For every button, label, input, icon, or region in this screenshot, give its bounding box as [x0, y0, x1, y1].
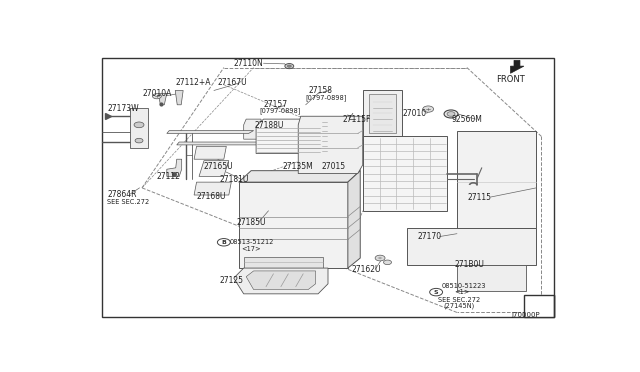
Text: 27135M: 27135M	[282, 162, 313, 171]
Text: 27115F: 27115F	[343, 115, 371, 124]
Text: 27181U: 27181U	[220, 175, 249, 184]
Polygon shape	[256, 119, 328, 154]
Text: <1>: <1>	[454, 289, 470, 295]
Polygon shape	[234, 268, 328, 294]
Text: 27157: 27157	[264, 100, 287, 109]
Circle shape	[285, 64, 294, 69]
Text: 27188U: 27188U	[255, 121, 284, 130]
Circle shape	[447, 112, 455, 116]
Polygon shape	[244, 119, 261, 139]
Text: FRONT: FRONT	[495, 74, 524, 83]
Text: SEE SEC.272: SEE SEC.272	[108, 199, 150, 205]
Polygon shape	[363, 136, 447, 211]
Text: B: B	[221, 240, 227, 245]
Text: (27145N): (27145N)	[443, 303, 474, 309]
Text: 27112: 27112	[157, 172, 180, 181]
Polygon shape	[194, 182, 231, 195]
Text: 27015: 27015	[321, 161, 346, 171]
Polygon shape	[408, 228, 536, 265]
Circle shape	[152, 94, 161, 99]
Text: 27158: 27158	[308, 86, 332, 95]
Polygon shape	[129, 108, 148, 148]
Text: 27165U: 27165U	[203, 162, 232, 171]
Polygon shape	[194, 146, 227, 159]
Circle shape	[444, 110, 458, 118]
Text: 27167U: 27167U	[218, 78, 248, 87]
Polygon shape	[511, 60, 524, 73]
Circle shape	[375, 255, 385, 261]
Circle shape	[218, 238, 230, 246]
Polygon shape	[348, 171, 360, 268]
Polygon shape	[246, 271, 316, 289]
Text: 27168U: 27168U	[196, 192, 226, 201]
Text: J70000P: J70000P	[511, 312, 540, 318]
Text: 27010A: 27010A	[143, 89, 172, 99]
Circle shape	[287, 65, 291, 67]
Text: 27112+A: 27112+A	[176, 78, 211, 87]
Text: 27170: 27170	[417, 232, 442, 241]
Polygon shape	[167, 159, 182, 176]
Text: 08510-51223: 08510-51223	[442, 283, 486, 289]
Text: SEE SEC.272: SEE SEC.272	[438, 296, 481, 302]
Text: <17>: <17>	[241, 246, 261, 251]
Text: 08513-51212: 08513-51212	[230, 239, 274, 245]
Circle shape	[423, 106, 434, 112]
Circle shape	[429, 288, 443, 296]
Polygon shape	[244, 257, 323, 268]
Polygon shape	[158, 93, 167, 105]
Polygon shape	[167, 131, 253, 134]
Text: 27173W: 27173W	[108, 104, 139, 113]
Text: 27185U: 27185U	[236, 218, 266, 227]
Text: 27010: 27010	[403, 109, 426, 118]
Bar	[524, 295, 554, 317]
Text: 27125: 27125	[220, 276, 244, 285]
Text: [0797-0898]: [0797-0898]	[306, 94, 347, 101]
Polygon shape	[239, 182, 348, 268]
Text: 27162U: 27162U	[351, 265, 381, 274]
Text: 27115: 27115	[468, 193, 492, 202]
Polygon shape	[177, 142, 261, 145]
Text: 271B0U: 271B0U	[454, 260, 484, 269]
Circle shape	[135, 138, 143, 143]
Circle shape	[134, 122, 144, 128]
Text: 27110N: 27110N	[234, 59, 264, 68]
Polygon shape	[457, 131, 536, 228]
Text: S: S	[434, 290, 438, 295]
Text: [0797-0898]: [0797-0898]	[260, 108, 301, 115]
Polygon shape	[175, 90, 183, 105]
Text: 92560M: 92560M	[452, 115, 483, 124]
Polygon shape	[199, 161, 229, 176]
Polygon shape	[298, 116, 363, 173]
Polygon shape	[369, 94, 396, 133]
Text: 27864R: 27864R	[108, 190, 137, 199]
Polygon shape	[363, 90, 403, 136]
Polygon shape	[239, 171, 360, 182]
Polygon shape	[457, 265, 527, 291]
Circle shape	[383, 260, 392, 264]
